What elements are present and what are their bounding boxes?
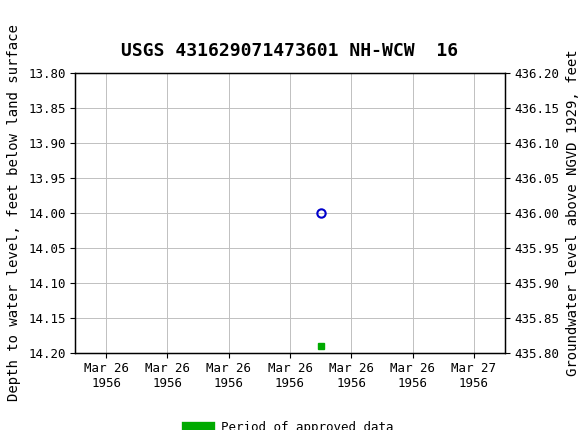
Legend: Period of approved data: Period of approved data [181,415,399,430]
Text: USGS 431629071473601 NH-WCW  16: USGS 431629071473601 NH-WCW 16 [121,42,459,60]
Y-axis label: Depth to water level, feet below land surface: Depth to water level, feet below land su… [7,25,21,401]
Text: ▒USGS: ▒USGS [12,15,70,37]
Y-axis label: Groundwater level above NGVD 1929, feet: Groundwater level above NGVD 1929, feet [566,49,580,376]
